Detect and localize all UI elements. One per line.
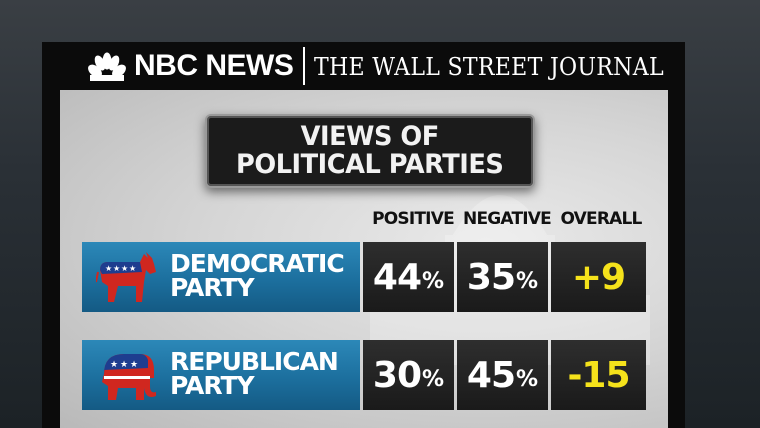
table-row-republican: ★ ★ ★ REPUBLICAN PARTY 30% 45% -15 — [82, 340, 646, 410]
svg-text:★: ★ — [110, 360, 118, 370]
overall-value: +9 — [571, 256, 626, 298]
broadcast-frame: NBC NEWS THE WALL STREET JOURNAL VIEWS O… — [42, 42, 685, 428]
party-cell: ★ ★ ★ ★ DEMOCRATIC PARTY — [82, 242, 360, 312]
header-bar: NBC NEWS THE WALL STREET JOURNAL — [42, 42, 685, 90]
title-line-2: POLITICAL PARTIES — [236, 149, 504, 180]
column-header-positive: POSITIVE — [372, 209, 455, 229]
negative-cell: 45% — [457, 340, 548, 410]
positive-value: 44 — [372, 256, 422, 298]
svg-text:★: ★ — [129, 264, 136, 273]
nbc-news-wordmark: NBC NEWS — [134, 49, 294, 82]
overall-cell: -15 — [551, 340, 646, 410]
party-name-line-2: PARTY — [170, 371, 255, 400]
overall-value: -15 — [567, 354, 630, 396]
party-name: DEMOCRATIC PARTY — [170, 249, 345, 302]
wsj-wordmark: THE WALL STREET JOURNAL — [314, 53, 664, 81]
column-header-overall: OVERALL — [560, 209, 642, 229]
party-name-line-1: DEMOCRATIC — [170, 249, 345, 278]
party-name-line-1: REPUBLICAN — [170, 347, 339, 376]
percent-sign: % — [422, 366, 445, 392]
negative-value: 45 — [466, 354, 516, 396]
party-cell: ★ ★ ★ REPUBLICAN PARTY — [82, 340, 360, 410]
graphic-board: VIEWS OF POLITICAL PARTIES POSITIVE NEGA… — [60, 90, 668, 428]
positive-cell: 44% — [363, 242, 454, 312]
negative-value: 35 — [466, 256, 516, 298]
header-divider — [303, 47, 305, 85]
positive-cell: 30% — [363, 340, 454, 410]
title-line-1: VIEWS OF — [300, 121, 440, 152]
svg-text:★: ★ — [121, 264, 128, 273]
party-name-line-2: PARTY — [170, 273, 255, 302]
negative-cell: 35% — [457, 242, 548, 312]
svg-text:★: ★ — [130, 360, 138, 370]
svg-text:★: ★ — [105, 264, 112, 273]
title-box: VIEWS OF POLITICAL PARTIES — [205, 114, 535, 188]
percent-sign: % — [516, 366, 539, 392]
percent-sign: % — [422, 268, 445, 294]
party-name: REPUBLICAN PARTY — [170, 347, 339, 400]
positive-value: 30 — [372, 354, 422, 396]
column-header-negative: NEGATIVE — [463, 209, 552, 229]
table-row-democratic: ★ ★ ★ ★ DEMOCRATIC PARTY 44% 35% +9 — [82, 242, 646, 312]
nbc-peacock-logo — [88, 52, 126, 81]
overall-cell: +9 — [551, 242, 646, 312]
svg-text:★: ★ — [120, 360, 128, 370]
donkey-icon: ★ ★ ★ ★ — [96, 252, 156, 302]
svg-text:★: ★ — [113, 264, 120, 273]
elephant-icon: ★ ★ ★ — [102, 354, 156, 400]
percent-sign: % — [516, 268, 539, 294]
